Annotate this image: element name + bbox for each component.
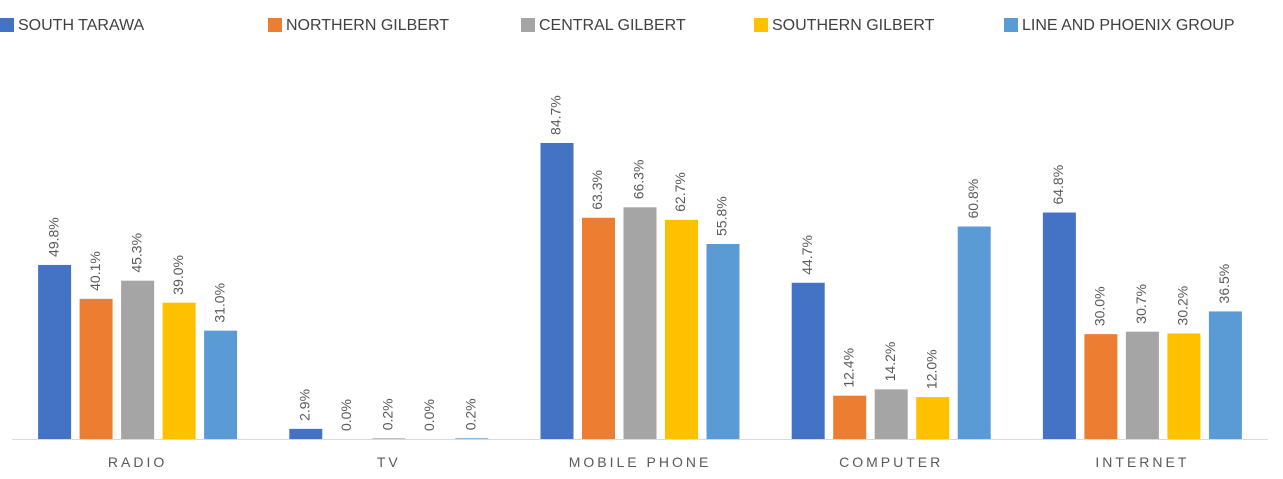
data-label: 0.2% [463,398,479,430]
data-label: 30.0% [1092,286,1108,326]
legend-swatch [268,18,282,32]
data-label: 30.2% [1175,286,1191,326]
x-tick-label: INTERNET [1095,454,1189,470]
bar [874,389,908,439]
bar [204,330,238,439]
legend-swatch [0,18,14,32]
bar [791,282,825,439]
x-tick-label: TV [377,454,401,470]
data-label: 12.0% [923,349,939,389]
data-label: 30.7% [1133,284,1149,324]
x-tick-label: RADIO [108,454,167,470]
data-label: 14.2% [882,342,898,382]
bar [916,397,950,439]
bar [79,298,113,439]
data-label: 44.7% [799,235,815,275]
data-label: 60.8% [965,179,981,219]
bar [455,438,489,439]
data-label: 0.2% [380,398,396,430]
bar [121,280,155,439]
legend-swatch [1004,18,1018,32]
bar [706,243,740,439]
data-label: 64.8% [1050,165,1066,205]
bar [623,207,657,439]
data-label: 84.7% [548,95,564,135]
bar [833,395,867,439]
bar [289,428,323,439]
legend-label: LINE AND PHOENIX GROUP [1022,17,1235,34]
legend-label: CENTRAL GILBERT [539,17,686,34]
bar [540,142,574,439]
data-label: 36.5% [1216,264,1232,304]
data-label: 12.4% [840,348,856,388]
bar [162,302,196,439]
data-label: 55.8% [714,196,730,236]
data-label: 0.0% [338,399,354,431]
bar [1084,334,1118,439]
data-label: 63.3% [589,170,605,210]
legend-swatch [754,18,768,32]
bar [38,264,72,439]
data-label: 2.9% [297,389,313,421]
bar [1042,212,1076,439]
bar [372,438,406,439]
bar [1125,331,1159,439]
data-label: 40.1% [87,251,103,291]
x-tick-label: MOBILE PHONE [569,454,712,470]
legend-swatch [521,18,535,32]
data-label: 49.8% [45,217,61,257]
data-label: 62.7% [672,172,688,212]
data-label: 66.3% [631,160,647,200]
bar [1167,333,1201,439]
data-label: 0.0% [421,399,437,431]
bar [957,226,991,439]
data-label: 39.0% [170,255,186,295]
data-label: 45.3% [128,233,144,273]
bar [582,217,615,439]
data-label: 31.0% [211,283,227,323]
x-tick-label: COMPUTER [839,454,943,470]
legend-label: SOUTHERN GILBERT [772,17,935,34]
bar [1208,311,1242,439]
legend-label: NORTHERN GILBERT [286,17,449,34]
bar [665,219,698,439]
legend-label: SOUTH TARAWA [18,17,145,34]
